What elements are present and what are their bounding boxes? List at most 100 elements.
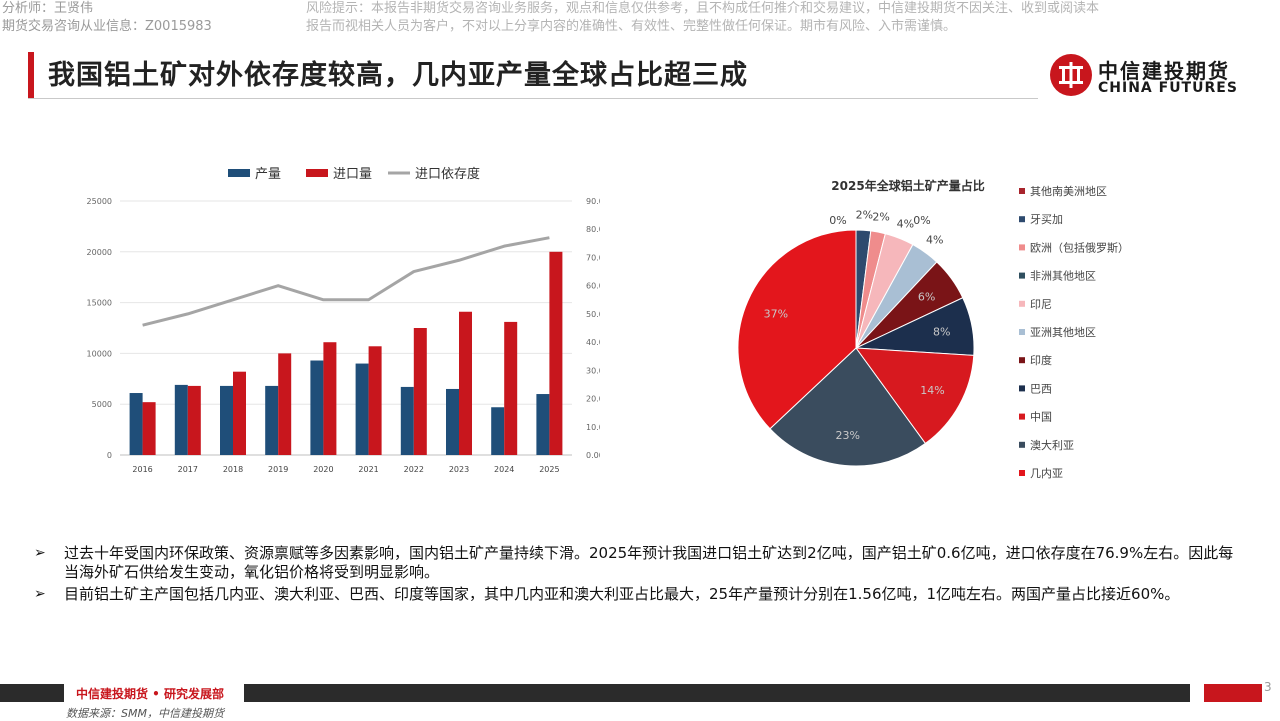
y-left-tick-label: 5000 bbox=[92, 400, 112, 409]
bar-production bbox=[536, 394, 550, 455]
logo-text-cn: 中信建投期货 bbox=[1098, 59, 1230, 83]
y-left-tick-label: 20000 bbox=[87, 248, 112, 257]
y-right-tick-label: 0.00% bbox=[586, 451, 600, 460]
legend-swatch bbox=[1019, 470, 1025, 476]
analysis-bullets: ➢ 过去十年受国内环保政策、资源禀赋等多因素影响，国内铝土矿产量持续下滑。202… bbox=[34, 544, 1234, 607]
x-tick-label: 2018 bbox=[223, 465, 243, 474]
x-tick-label: 2019 bbox=[268, 465, 288, 474]
legend-label: 欧洲（包括俄罗斯） bbox=[1030, 240, 1129, 254]
arrow-bullet-icon: ➢ bbox=[34, 545, 46, 561]
x-tick-label: 2017 bbox=[178, 465, 198, 474]
arrow-bullet-icon: ➢ bbox=[34, 586, 46, 602]
footer-label-bg bbox=[64, 684, 244, 702]
analyst-license: 期货交易咨询从业信息：Z0015983 bbox=[2, 19, 212, 34]
pie-data-label: 8% bbox=[933, 326, 950, 339]
bar-production bbox=[129, 393, 143, 455]
bullet-text: 过去十年受国内环保政策、资源禀赋等多因素影响，国内铝土矿产量持续下滑。2025年… bbox=[64, 544, 1234, 581]
legend-label: 其他南美洲地区 bbox=[1030, 185, 1107, 198]
bar-import bbox=[323, 342, 337, 455]
bar-production bbox=[265, 385, 279, 455]
x-tick-label: 2016 bbox=[132, 465, 152, 474]
bar-import bbox=[278, 353, 292, 455]
legend-label: 进口量 bbox=[333, 167, 372, 182]
y-right-tick-label: 60.00% bbox=[586, 282, 600, 291]
bar-import bbox=[368, 346, 382, 455]
legend-swatch bbox=[1019, 413, 1025, 420]
logo-mark-icon bbox=[1050, 54, 1092, 96]
pie-data-label: 6% bbox=[918, 291, 935, 304]
legend-swatch bbox=[1019, 357, 1025, 364]
legend-label: 非洲其他地区 bbox=[1030, 270, 1096, 283]
brand-logo: 中信建投期货 CHINA FUTURES bbox=[1048, 52, 1268, 102]
legend-label: 中国 bbox=[1030, 411, 1052, 424]
bar-import bbox=[187, 385, 201, 455]
bar-import bbox=[549, 251, 563, 455]
bullet-item: ➢ 目前铝土矿主产国包括几内亚、澳大利亚、巴西、印度等国家，其中几内亚和澳大利亚… bbox=[34, 585, 1234, 604]
y-right-tick-label: 90.00% bbox=[586, 197, 600, 206]
legend-swatch bbox=[1019, 329, 1025, 335]
x-tick-label: 2020 bbox=[313, 465, 333, 474]
footer-dept: 中信建投期货 • 研究发展部 bbox=[76, 687, 225, 701]
risk-line-2: 报告而视相关人员为客户，不对以上分享内容的准确性、有效性、完整性做任何保证。期市… bbox=[306, 19, 957, 34]
pie-data-label: 2% bbox=[856, 208, 873, 221]
pie-slice bbox=[854, 347, 975, 445]
bar-production bbox=[310, 360, 324, 455]
legend-swatch bbox=[1019, 385, 1025, 392]
x-tick-label: 2021 bbox=[358, 465, 378, 474]
y-right-tick-label: 10.00% bbox=[586, 423, 600, 432]
risk-disclaimer: 风险提示：本报告非期货交易咨询业务服务，观点和信息仅供参考，且不构成任何推介和交… bbox=[306, 0, 1276, 36]
legend-label: 几内亚 bbox=[1030, 466, 1063, 480]
legend-swatch bbox=[306, 169, 328, 177]
pie-title: 2025年全球铝土矿产量占比 bbox=[831, 178, 984, 193]
y-left-tick-label: 0 bbox=[107, 451, 112, 460]
logo-text-en: CHINA FUTURES bbox=[1098, 80, 1238, 96]
pie-data-label: 0% bbox=[913, 214, 930, 227]
x-tick-label: 2024 bbox=[494, 465, 514, 474]
legend-swatch bbox=[1019, 244, 1025, 251]
legend-label: 印度 bbox=[1030, 353, 1052, 367]
legend-swatch bbox=[1019, 441, 1025, 448]
y-left-tick-label: 15000 bbox=[87, 299, 112, 308]
legend-swatch bbox=[1019, 272, 1025, 279]
import-dependency-chart: 产量 进口量 进口依存度 0 5000 10000 15000 20000 25000 0.00%… bbox=[87, 166, 600, 474]
pie-data-label: 4% bbox=[926, 234, 943, 247]
pie-data-label: 37% bbox=[764, 307, 788, 320]
pie-data-label: 4% bbox=[897, 217, 914, 230]
legend-label: 进口依存度 bbox=[415, 166, 480, 182]
page-title: 我国铝土矿对外依存度较高，几内亚产量全球占比超三成 bbox=[48, 60, 748, 91]
y-left-tick-label: 10000 bbox=[87, 349, 112, 358]
title-divider bbox=[28, 98, 1038, 99]
analyst-name: 分析师：王贤伟 bbox=[2, 1, 94, 16]
bar-production bbox=[446, 388, 459, 455]
legend-label: 印尼 bbox=[1030, 298, 1052, 311]
pie-data-label: 2% bbox=[872, 210, 889, 223]
x-tick-label: 2023 bbox=[449, 465, 469, 474]
bar-import bbox=[142, 402, 156, 455]
footer-bar bbox=[0, 684, 1190, 702]
bullet-item: ➢ 过去十年受国内环保政策、资源禀赋等多因素影响，国内铝土矿产量持续下滑。202… bbox=[34, 544, 1234, 582]
bar-import bbox=[233, 371, 246, 455]
y-left-tick-label: 25000 bbox=[87, 197, 112, 206]
footer-page-block bbox=[1204, 684, 1262, 702]
pie-data-label: 14% bbox=[920, 384, 944, 397]
legend-swatch bbox=[1019, 216, 1025, 223]
x-tick-label: 2022 bbox=[404, 465, 424, 474]
bar-import bbox=[504, 321, 518, 455]
data-source: 数据来源：SMM，中信建投期货 bbox=[66, 707, 224, 720]
bar-production bbox=[400, 386, 414, 455]
series-line-dependency bbox=[142, 236, 550, 327]
pie-data-label: 0% bbox=[829, 214, 846, 227]
y-right-tick-label: 30.00% bbox=[586, 366, 600, 375]
page-number: 3 bbox=[1264, 680, 1272, 694]
legend-swatch bbox=[228, 169, 250, 177]
y-right-tick-label: 20.00% bbox=[586, 395, 600, 404]
legend-swatch bbox=[1019, 300, 1025, 307]
bar-import bbox=[413, 328, 427, 455]
bar-import bbox=[459, 311, 472, 455]
legend-label: 澳大利亚 bbox=[1030, 438, 1074, 452]
y-right-tick-label: 50.00% bbox=[586, 310, 600, 319]
legend-label: 巴西 bbox=[1030, 382, 1052, 395]
bar-production bbox=[355, 363, 369, 455]
legend-swatch bbox=[1019, 188, 1025, 194]
